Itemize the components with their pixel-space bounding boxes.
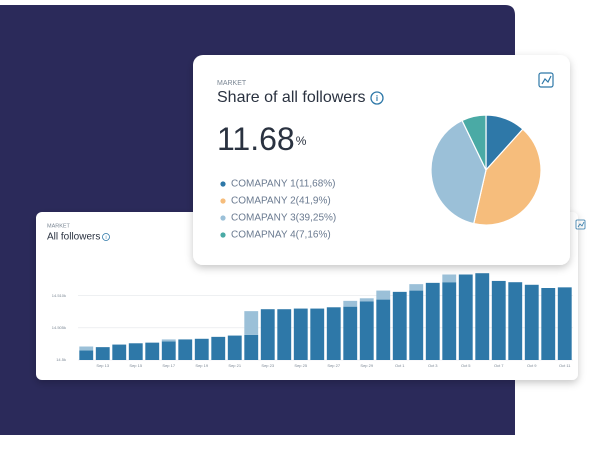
headline: 11.68% — [217, 121, 307, 157]
pie-card: MARKET Share of all followers i 11.68% C… — [193, 55, 570, 265]
bar — [343, 306, 358, 360]
trend-icon[interactable] — [538, 72, 554, 88]
bar — [244, 334, 259, 360]
headline-unit: % — [296, 134, 307, 148]
legend-dot — [220, 198, 226, 204]
bar — [409, 284, 424, 291]
bar — [145, 342, 160, 360]
bar — [227, 335, 242, 360]
bar — [95, 347, 110, 360]
card-subtitle: MARKET — [217, 80, 247, 87]
bar — [112, 344, 127, 360]
bar — [392, 291, 407, 360]
y-tick-label: 14.5k — [56, 357, 66, 362]
y-tick-label: 14.505k — [52, 325, 66, 330]
x-tick-label: Oct 1 — [395, 363, 405, 368]
bar — [359, 298, 374, 302]
x-tick-label: Sep 23 — [261, 363, 274, 368]
bar — [359, 301, 374, 360]
bar — [260, 309, 275, 360]
info-icon[interactable]: i — [102, 233, 110, 241]
legend-dot — [220, 181, 226, 187]
bar — [442, 274, 457, 283]
bar — [557, 287, 572, 360]
trend-icon[interactable] — [575, 219, 586, 230]
x-tick-label: Oct 5 — [461, 363, 471, 368]
bar — [508, 282, 523, 360]
card-title: All followers — [47, 232, 100, 243]
bar — [524, 284, 539, 360]
bar — [79, 346, 94, 351]
legend-dot — [220, 232, 226, 238]
x-tick-label: Oct 3 — [428, 363, 438, 368]
svg-text:i: i — [105, 235, 106, 241]
x-tick-label: Sep 25 — [294, 363, 307, 368]
bar — [194, 338, 209, 360]
bar — [442, 282, 457, 360]
x-tick-label: Sep 29 — [360, 363, 373, 368]
bar — [475, 273, 490, 360]
svg-text:i: i — [376, 94, 378, 103]
bar — [376, 290, 391, 300]
pie-slice — [430, 119, 487, 225]
x-tick-label: Oct 7 — [494, 363, 504, 368]
bar — [425, 282, 440, 360]
bar — [128, 343, 143, 360]
pie-slice — [461, 114, 487, 171]
bar — [326, 307, 341, 360]
bar — [376, 299, 391, 360]
x-tick-label: Sep 21 — [228, 363, 241, 368]
legend-label: COMAPANY 1(11,68%) — [231, 179, 335, 190]
card-title: Share of all followers — [217, 89, 366, 106]
bar — [458, 274, 473, 360]
legend-label: COMAPANY 3(39,25%) — [231, 213, 336, 224]
info-icon[interactable]: i — [370, 91, 384, 105]
x-tick-label: Sep 19 — [195, 363, 208, 368]
bar — [178, 339, 193, 360]
bar — [343, 300, 358, 307]
x-tick-label: Sep 17 — [162, 363, 175, 368]
legend-label: COMAPNAY 4(7,16%) — [231, 230, 331, 241]
y-tick-label: 14.510k — [52, 293, 66, 298]
bar — [211, 336, 226, 360]
legend-dot — [220, 215, 226, 221]
x-tick-label: Sep 13 — [96, 363, 109, 368]
bar — [161, 341, 176, 360]
bar — [491, 280, 506, 360]
bar — [541, 288, 556, 360]
bar — [79, 350, 94, 360]
card-subtitle: MARKET — [47, 223, 71, 229]
legend-label: COMAPANY 2(41,9%) — [231, 196, 331, 207]
x-tick-label: Sep 15 — [129, 363, 142, 368]
bar — [161, 339, 176, 342]
x-tick-label: Oct 9 — [527, 363, 537, 368]
bar — [310, 308, 325, 360]
pie-slice — [472, 128, 542, 226]
bar — [293, 308, 308, 360]
headline-value: 11.68 — [217, 121, 295, 157]
bar — [244, 311, 259, 335]
x-tick-label: Sep 27 — [327, 363, 340, 368]
bar — [277, 309, 292, 360]
bar — [409, 290, 424, 360]
x-tick-label: Oct 11 — [559, 363, 571, 368]
